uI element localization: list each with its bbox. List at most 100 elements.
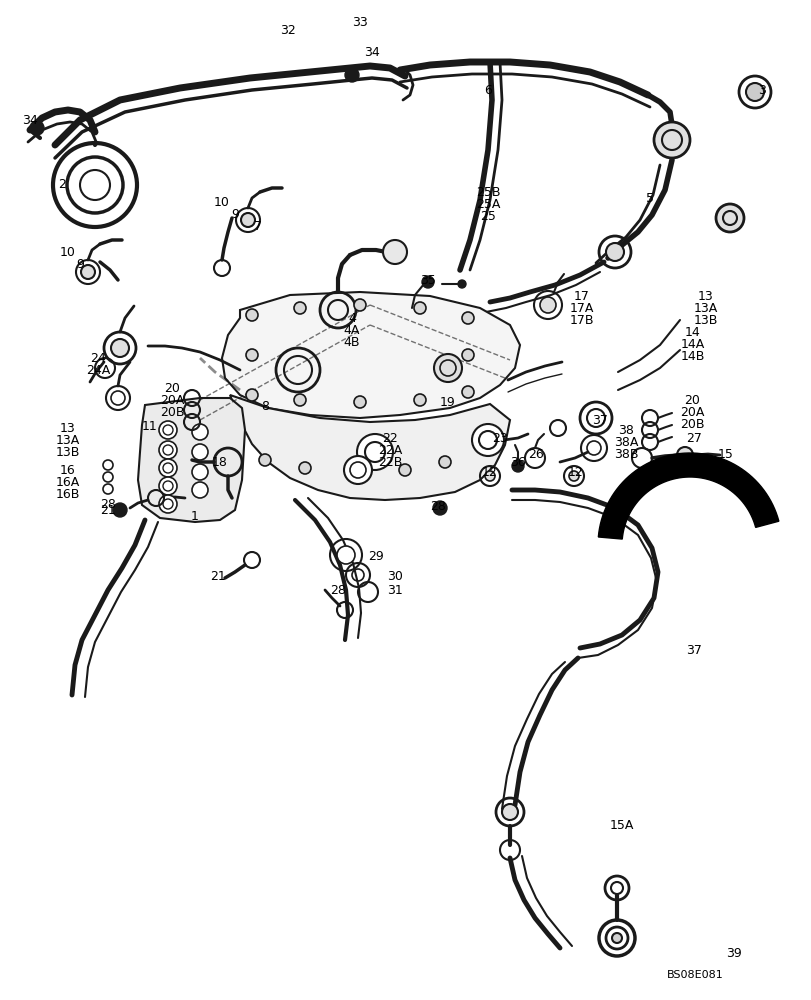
Circle shape [383, 240, 406, 264]
Text: 15A: 15A [609, 819, 633, 832]
Text: 9: 9 [231, 208, 238, 221]
Text: 33: 33 [352, 16, 367, 29]
Text: 2: 2 [58, 178, 66, 191]
Text: 11: 11 [142, 420, 157, 432]
Text: 16A: 16A [56, 476, 80, 488]
Circle shape [433, 354, 461, 382]
Circle shape [461, 386, 474, 398]
Circle shape [246, 389, 258, 401]
Text: 21: 21 [100, 504, 116, 516]
Text: 35: 35 [419, 273, 436, 286]
Text: 28: 28 [100, 498, 116, 512]
Circle shape [345, 68, 358, 82]
Circle shape [354, 396, 366, 408]
Text: 28: 28 [430, 499, 445, 512]
Circle shape [605, 243, 623, 261]
Text: 17A: 17A [569, 302, 594, 314]
Circle shape [512, 460, 523, 472]
Text: 15: 15 [717, 448, 733, 462]
Text: 22: 22 [382, 432, 397, 444]
Text: BS08E081: BS08E081 [666, 970, 723, 980]
Text: 24: 24 [90, 352, 105, 364]
Circle shape [294, 302, 306, 314]
Circle shape [349, 466, 361, 478]
Text: 13B: 13B [693, 314, 717, 326]
Text: 32: 32 [280, 24, 295, 37]
Circle shape [159, 441, 177, 459]
Text: 13: 13 [697, 290, 713, 302]
Text: 28: 28 [329, 584, 345, 596]
Text: 18: 18 [212, 456, 228, 468]
Circle shape [111, 339, 129, 357]
Polygon shape [221, 292, 519, 418]
Circle shape [298, 462, 311, 474]
Circle shape [653, 122, 689, 158]
Circle shape [432, 501, 446, 515]
Text: 22B: 22B [377, 456, 401, 468]
Text: 37: 37 [685, 644, 701, 656]
Circle shape [294, 394, 306, 406]
Text: 12: 12 [482, 466, 497, 479]
Text: 7: 7 [254, 220, 262, 232]
Text: 34: 34 [363, 46, 380, 59]
Text: 21: 21 [210, 570, 225, 582]
Text: 13: 13 [60, 422, 75, 434]
Circle shape [357, 434, 393, 470]
Text: 25: 25 [479, 210, 496, 223]
Polygon shape [230, 395, 509, 500]
Text: 29: 29 [367, 550, 384, 562]
Circle shape [81, 265, 95, 279]
Circle shape [159, 459, 177, 477]
Text: 5: 5 [646, 192, 653, 205]
Circle shape [191, 464, 208, 480]
Circle shape [461, 312, 474, 324]
Text: 3: 3 [757, 84, 765, 97]
Text: 10: 10 [214, 196, 230, 209]
Circle shape [241, 213, 255, 227]
Circle shape [191, 444, 208, 460]
Polygon shape [138, 398, 245, 522]
Circle shape [414, 394, 426, 406]
Circle shape [103, 472, 113, 482]
Text: 39: 39 [725, 947, 741, 960]
Circle shape [414, 302, 426, 314]
Circle shape [422, 276, 433, 288]
Circle shape [439, 456, 450, 468]
Circle shape [111, 391, 125, 405]
Text: 22A: 22A [377, 444, 401, 456]
Circle shape [259, 454, 271, 466]
Text: 19: 19 [440, 395, 455, 408]
Text: 13A: 13A [693, 302, 717, 314]
Circle shape [191, 424, 208, 440]
Circle shape [611, 933, 621, 943]
Text: 4B: 4B [343, 336, 360, 349]
Text: 38A: 38A [613, 436, 637, 448]
Text: 4: 4 [348, 312, 355, 324]
Text: 20: 20 [164, 381, 180, 394]
Text: 13A: 13A [56, 434, 80, 446]
Circle shape [103, 484, 113, 494]
Text: 38B: 38B [613, 448, 637, 460]
Circle shape [539, 297, 556, 313]
Text: 25B: 25B [475, 186, 500, 198]
Text: 9: 9 [76, 257, 84, 270]
Text: 27: 27 [685, 432, 701, 444]
Text: 12: 12 [568, 466, 583, 479]
Text: 34: 34 [22, 114, 38, 127]
Circle shape [30, 121, 44, 135]
Polygon shape [598, 453, 778, 539]
Circle shape [586, 409, 604, 427]
Text: 16: 16 [60, 464, 75, 477]
Text: 13B: 13B [56, 446, 80, 458]
Circle shape [745, 83, 763, 101]
Circle shape [354, 299, 366, 311]
Text: 38: 38 [617, 424, 633, 436]
Circle shape [337, 546, 354, 564]
Text: 10: 10 [60, 245, 76, 258]
Text: 14B: 14B [680, 351, 704, 363]
Text: 16B: 16B [56, 488, 80, 500]
Text: 25A: 25A [475, 198, 500, 211]
Circle shape [344, 456, 371, 484]
Text: 24A: 24A [86, 363, 110, 376]
Text: 20A: 20A [160, 393, 184, 406]
